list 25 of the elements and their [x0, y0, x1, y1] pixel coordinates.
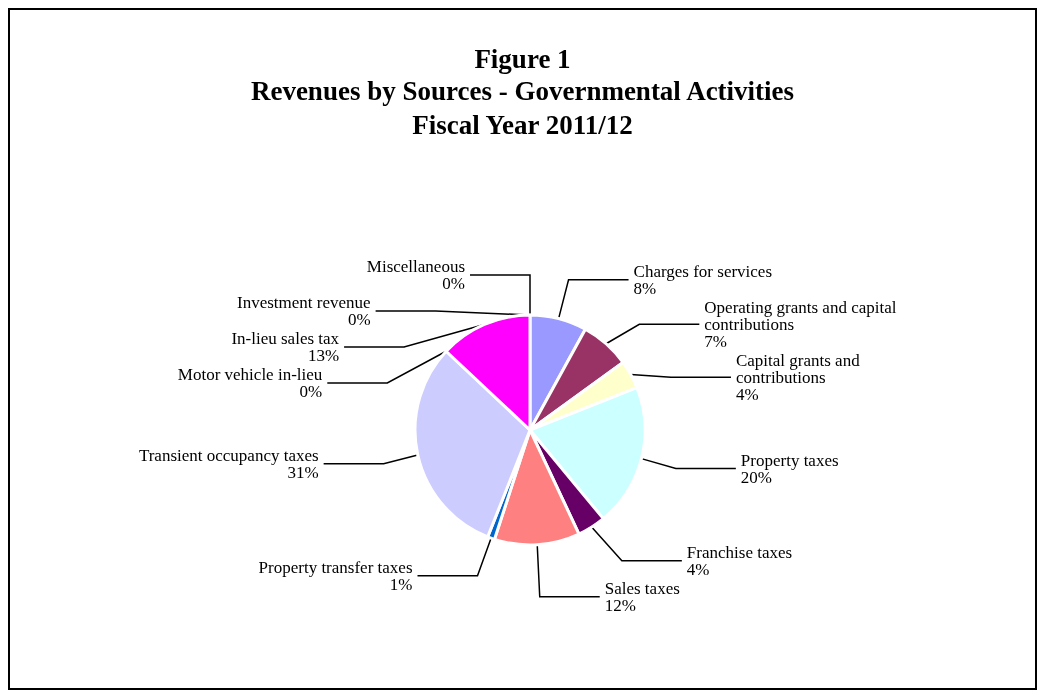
slice-label: Property taxes	[740, 450, 839, 470]
slice-label: In-lieu sales tax	[231, 329, 340, 348]
data-label: 4%	[686, 559, 710, 579]
data-label: 7%	[704, 331, 727, 351]
data-label: 8%	[633, 278, 657, 298]
slice-label: Property transfer taxes	[258, 557, 413, 577]
slice-label: Franchise taxes	[686, 542, 793, 562]
chart-subtitle: Revenues by Sources - Governmental Activities Fiscal Year 2011/12	[250, 76, 795, 140]
text: 0%	[299, 382, 323, 401]
data-label: 13%	[307, 346, 340, 365]
data-label: 31%	[287, 462, 319, 482]
slice-label: Capital grants and contributions	[735, 350, 864, 387]
category-label: Miscellaneous	[366, 257, 465, 276]
text: 0%	[442, 274, 465, 293]
slice-label: Sales taxes	[604, 578, 680, 598]
slice-label: Transient occupancy taxes	[138, 445, 319, 465]
data-label: 1%	[389, 574, 413, 594]
text: 0%	[347, 310, 371, 329]
category-label: Investment revenue	[237, 293, 371, 312]
chart-title: Figure 1	[474, 43, 571, 74]
data-label: 12%	[604, 595, 636, 615]
data-label: 4%	[735, 384, 759, 404]
slice-label: Operating grants and capital contributions	[704, 297, 901, 334]
slice-label: Charges for services	[633, 261, 773, 281]
category-label: Motor vehicle in-lieu	[177, 365, 323, 384]
